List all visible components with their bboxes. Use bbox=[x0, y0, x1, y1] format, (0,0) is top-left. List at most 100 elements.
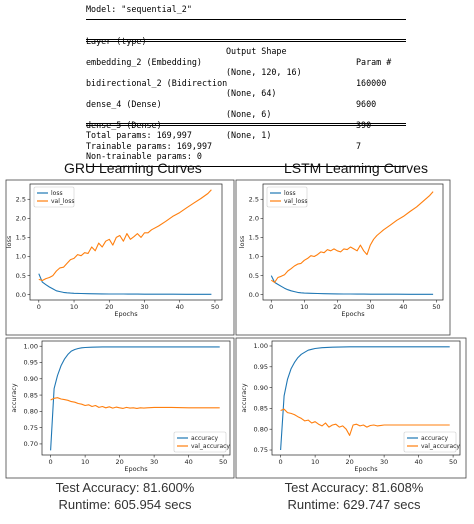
plot-area bbox=[271, 340, 461, 456]
layer-params: 7 bbox=[356, 140, 362, 151]
y-tick-label: 2.5 bbox=[249, 195, 259, 203]
trainable-params: Trainable params: 169,997 bbox=[86, 140, 213, 151]
panel-frame bbox=[235, 337, 467, 479]
summary-rule bbox=[86, 36, 406, 47]
chart-panel-3: 0 10 20 30 40 50 0.70 0.75 0.80 0.85 0.90 0.95 1.00 E… bbox=[5, 337, 235, 479]
legend-box bbox=[33, 186, 75, 208]
layer-shape: (None, 64) bbox=[226, 88, 277, 98]
gru-title: GRU Learning Curves bbox=[64, 160, 202, 176]
plot-area bbox=[29, 183, 223, 301]
x-tick-label: 50 bbox=[449, 458, 457, 466]
y-tick-label: 0.70 bbox=[24, 440, 38, 448]
series-line-loss bbox=[270, 275, 434, 295]
x-tick-label: 50 bbox=[211, 303, 219, 311]
legend-box bbox=[173, 431, 227, 453]
plot-area bbox=[262, 183, 444, 301]
series-line-accuracy bbox=[280, 346, 450, 451]
chart-panel-1: 0 10 20 30 40 500.00.51.01.52.02.5Epochslossl… bbox=[5, 179, 235, 336]
x-tick-label: 10 bbox=[70, 303, 78, 311]
summary-rule bbox=[86, 15, 406, 26]
y-tick-label: 1.0 bbox=[16, 253, 26, 261]
x-tick-label: 20 bbox=[333, 303, 341, 311]
chart-panel-4: 0 10 20 30 40 50 0.75 0.80 0.85 0.90 0.95 1.00 Epoch… bbox=[235, 337, 467, 479]
layer-name: bidirectional_2 (Bidirection bbox=[86, 77, 228, 88]
series-line-val-accuracy bbox=[50, 397, 220, 409]
y-tick-label: 0.85 bbox=[24, 391, 38, 399]
x-tick-label: 10 bbox=[311, 458, 319, 466]
y-tick-label: 2.0 bbox=[249, 215, 259, 223]
chart-panel-2: 0 10 20 30 40 500.00.51.01.52.02.5Epochslossl… bbox=[235, 179, 451, 336]
summary-layer-row: embedding_2 (Embedding) (None, 120, 16) … bbox=[86, 46, 406, 88]
y-tick-label: 1.5 bbox=[249, 234, 259, 242]
x-tick-label: 40 bbox=[184, 458, 192, 466]
x-tick-label: 0 bbox=[269, 303, 273, 311]
y-tick-label: 0.0 bbox=[249, 291, 259, 299]
y-axis-label: loss bbox=[5, 235, 13, 248]
x-axis-label: Epochs bbox=[114, 310, 138, 318]
layer-name: dense_4 (Dense) bbox=[86, 98, 162, 109]
lstm-title: LSTM Learning Curves bbox=[284, 160, 428, 176]
x-tick-label: 0 bbox=[37, 303, 41, 311]
y-tick-label: 0.90 bbox=[254, 384, 268, 392]
y-tick-label: 0.5 bbox=[16, 272, 26, 280]
series-line-val-loss bbox=[38, 189, 212, 282]
legend-label: val_accuracy bbox=[191, 443, 230, 450]
y-tick-label: 1.0 bbox=[249, 253, 259, 261]
x-tick-label: 10 bbox=[81, 458, 89, 466]
y-axis-label: accuracy bbox=[10, 383, 18, 412]
x-tick-label: 30 bbox=[366, 303, 374, 311]
x-tick-label: 40 bbox=[414, 458, 422, 466]
y-tick-label: 2.0 bbox=[16, 215, 26, 223]
lstm-runtime: Runtime: 629.747 secs bbox=[287, 497, 421, 512]
y-tick-label: 0.5 bbox=[249, 272, 259, 280]
x-tick-label: 20 bbox=[345, 458, 353, 466]
y-tick-label: 0.75 bbox=[24, 424, 38, 432]
series-line-val-accuracy bbox=[280, 408, 450, 436]
layer-shape: (None, 120, 16) bbox=[226, 67, 302, 77]
x-axis-label: Epochs bbox=[354, 465, 378, 473]
y-tick-label: 0.95 bbox=[254, 363, 268, 371]
y-axis-label: accuracy bbox=[240, 383, 248, 412]
y-tick-label: 1.00 bbox=[24, 342, 38, 350]
y-tick-label: 0.80 bbox=[254, 425, 268, 433]
y-tick-label: 0.75 bbox=[254, 446, 268, 454]
y-tick-label: 0.95 bbox=[24, 359, 38, 367]
model-summary: Model: "sequential_2" Layer (type) Outpu… bbox=[86, 4, 406, 172]
y-tick-label: 0.85 bbox=[254, 405, 268, 413]
layer-shape: (None, 1) bbox=[226, 130, 272, 140]
legend-label: loss bbox=[51, 190, 63, 197]
summary-rule bbox=[86, 162, 406, 173]
plot-area bbox=[41, 340, 231, 456]
y-tick-label: 0.0 bbox=[16, 291, 26, 299]
y-tick-label: 1.00 bbox=[254, 342, 268, 350]
x-tick-label: 0 bbox=[279, 458, 283, 466]
x-tick-label: 40 bbox=[176, 303, 184, 311]
legend-box bbox=[403, 431, 457, 453]
layer-params: 9600 bbox=[356, 98, 377, 109]
y-axis-label: loss bbox=[238, 235, 246, 248]
summary-rule bbox=[86, 120, 406, 131]
x-tick-label: 20 bbox=[105, 303, 113, 311]
x-tick-label: 40 bbox=[399, 303, 407, 311]
gru-test-accuracy: Test Accuracy: 81.600% bbox=[55, 480, 195, 495]
non-trainable-params: Non-trainable params: 0 bbox=[86, 151, 202, 161]
y-tick-label: 2.5 bbox=[16, 195, 26, 203]
lstm-test-accuracy: Test Accuracy: 81.608% bbox=[284, 480, 424, 495]
header-output-shape: Output Shape bbox=[226, 46, 287, 56]
legend-box bbox=[266, 186, 308, 208]
y-tick-label: 0.90 bbox=[24, 375, 38, 383]
legend-label: val_loss bbox=[51, 198, 74, 205]
x-tick-label: 30 bbox=[150, 458, 158, 466]
series-line-accuracy bbox=[50, 346, 220, 451]
series-line-loss bbox=[38, 273, 212, 295]
header-params: Param # bbox=[356, 56, 392, 67]
summary-layer-row: bidirectional_2 (Bidirection (None, 64) … bbox=[86, 67, 406, 109]
series-line-val-loss bbox=[270, 191, 434, 283]
x-tick-label: 50 bbox=[219, 458, 227, 466]
gru-runtime: Runtime: 605.954 secs bbox=[58, 497, 192, 512]
